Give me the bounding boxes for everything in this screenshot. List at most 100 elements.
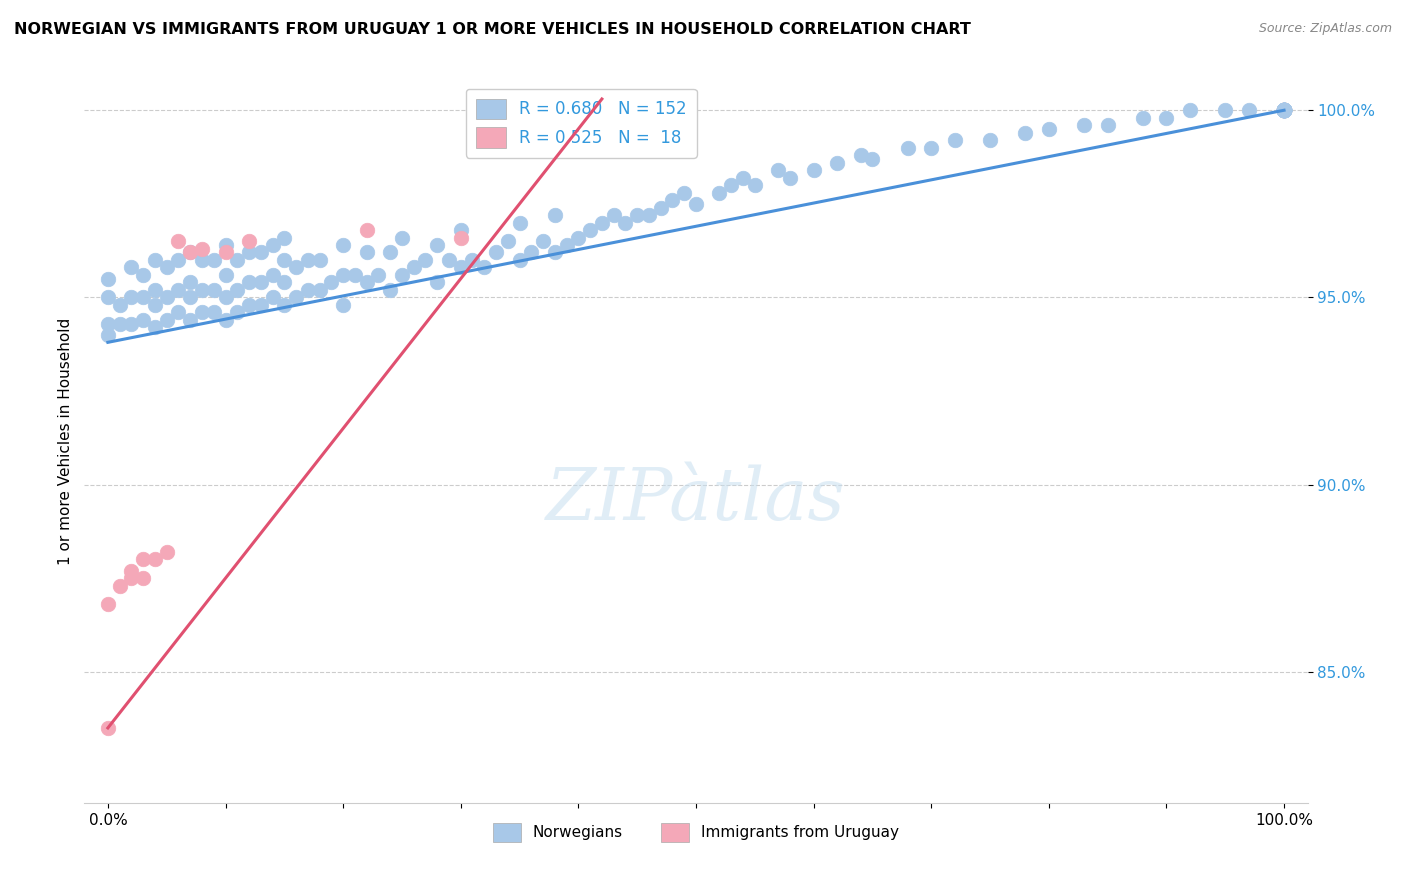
Point	[120, 260, 142, 275]
Point	[1272, 103, 1295, 118]
Point	[1272, 103, 1295, 118]
Point	[1073, 118, 1095, 132]
Point	[226, 283, 249, 297]
Point	[108, 298, 131, 312]
Point	[1272, 103, 1295, 118]
Point	[143, 283, 166, 297]
Point	[143, 320, 166, 334]
Point	[321, 276, 343, 290]
Point	[179, 276, 201, 290]
Point	[860, 152, 883, 166]
Point	[214, 245, 236, 260]
Point	[97, 271, 120, 285]
Point	[567, 230, 589, 244]
Point	[1272, 103, 1295, 118]
Point	[191, 283, 214, 297]
Point	[555, 238, 578, 252]
Point	[1014, 126, 1036, 140]
Point	[262, 238, 284, 252]
Point	[332, 298, 354, 312]
Point	[1156, 111, 1178, 125]
Point	[1272, 103, 1295, 118]
Point	[591, 103, 613, 118]
Point	[825, 155, 848, 169]
Point	[273, 230, 295, 244]
Point	[273, 298, 295, 312]
Point	[768, 163, 790, 178]
Point	[849, 148, 872, 162]
Point	[1272, 103, 1295, 118]
Point	[179, 290, 201, 304]
Point	[1237, 103, 1260, 118]
Point	[579, 223, 602, 237]
Point	[120, 317, 142, 331]
Point	[120, 290, 142, 304]
Point	[143, 298, 166, 312]
Point	[426, 276, 449, 290]
Point	[179, 245, 201, 260]
Point	[1272, 103, 1295, 118]
Point	[191, 242, 214, 256]
Point	[1272, 103, 1295, 118]
Point	[238, 276, 260, 290]
Point	[1272, 103, 1295, 118]
Point	[391, 268, 413, 282]
Point	[156, 260, 179, 275]
Point	[380, 283, 402, 297]
Point	[97, 721, 120, 735]
Point	[226, 252, 249, 267]
Point	[450, 260, 472, 275]
Point	[391, 230, 413, 244]
Y-axis label: 1 or more Vehicles in Household: 1 or more Vehicles in Household	[58, 318, 73, 566]
Point	[1272, 103, 1295, 118]
Point	[343, 268, 366, 282]
Point	[132, 290, 155, 304]
Point	[285, 260, 308, 275]
Point	[308, 283, 330, 297]
Point	[97, 327, 120, 342]
Point	[626, 208, 648, 222]
Point	[709, 186, 731, 200]
Point	[897, 141, 920, 155]
Point	[1038, 122, 1060, 136]
Legend: Norwegians, Immigrants from Uruguay: Norwegians, Immigrants from Uruguay	[485, 815, 907, 849]
Point	[97, 290, 120, 304]
Point	[132, 268, 155, 282]
Point	[179, 313, 201, 327]
Point	[1272, 103, 1295, 118]
Point	[744, 178, 766, 193]
Point	[120, 564, 142, 578]
Point	[238, 245, 260, 260]
Point	[285, 290, 308, 304]
Point	[661, 193, 683, 207]
Point	[485, 245, 508, 260]
Point	[779, 170, 801, 185]
Point	[297, 283, 319, 297]
Point	[544, 245, 567, 260]
Point	[1272, 103, 1295, 118]
Point	[402, 260, 425, 275]
Point	[544, 208, 567, 222]
Point	[803, 163, 825, 178]
Point	[191, 305, 214, 319]
Point	[238, 298, 260, 312]
Point	[720, 178, 742, 193]
Point	[1272, 103, 1295, 118]
Point	[602, 208, 624, 222]
Point	[214, 238, 236, 252]
Text: ZIPàtlas: ZIPàtlas	[546, 464, 846, 534]
Point	[544, 103, 567, 118]
Point	[461, 252, 484, 267]
Point	[156, 290, 179, 304]
Point	[1132, 111, 1154, 125]
Point	[249, 245, 271, 260]
Point	[262, 268, 284, 282]
Point	[1272, 103, 1295, 118]
Point	[1272, 103, 1295, 118]
Point	[132, 571, 155, 585]
Point	[308, 252, 330, 267]
Point	[367, 268, 389, 282]
Point	[167, 252, 190, 267]
Point	[214, 313, 236, 327]
Point	[591, 215, 613, 229]
